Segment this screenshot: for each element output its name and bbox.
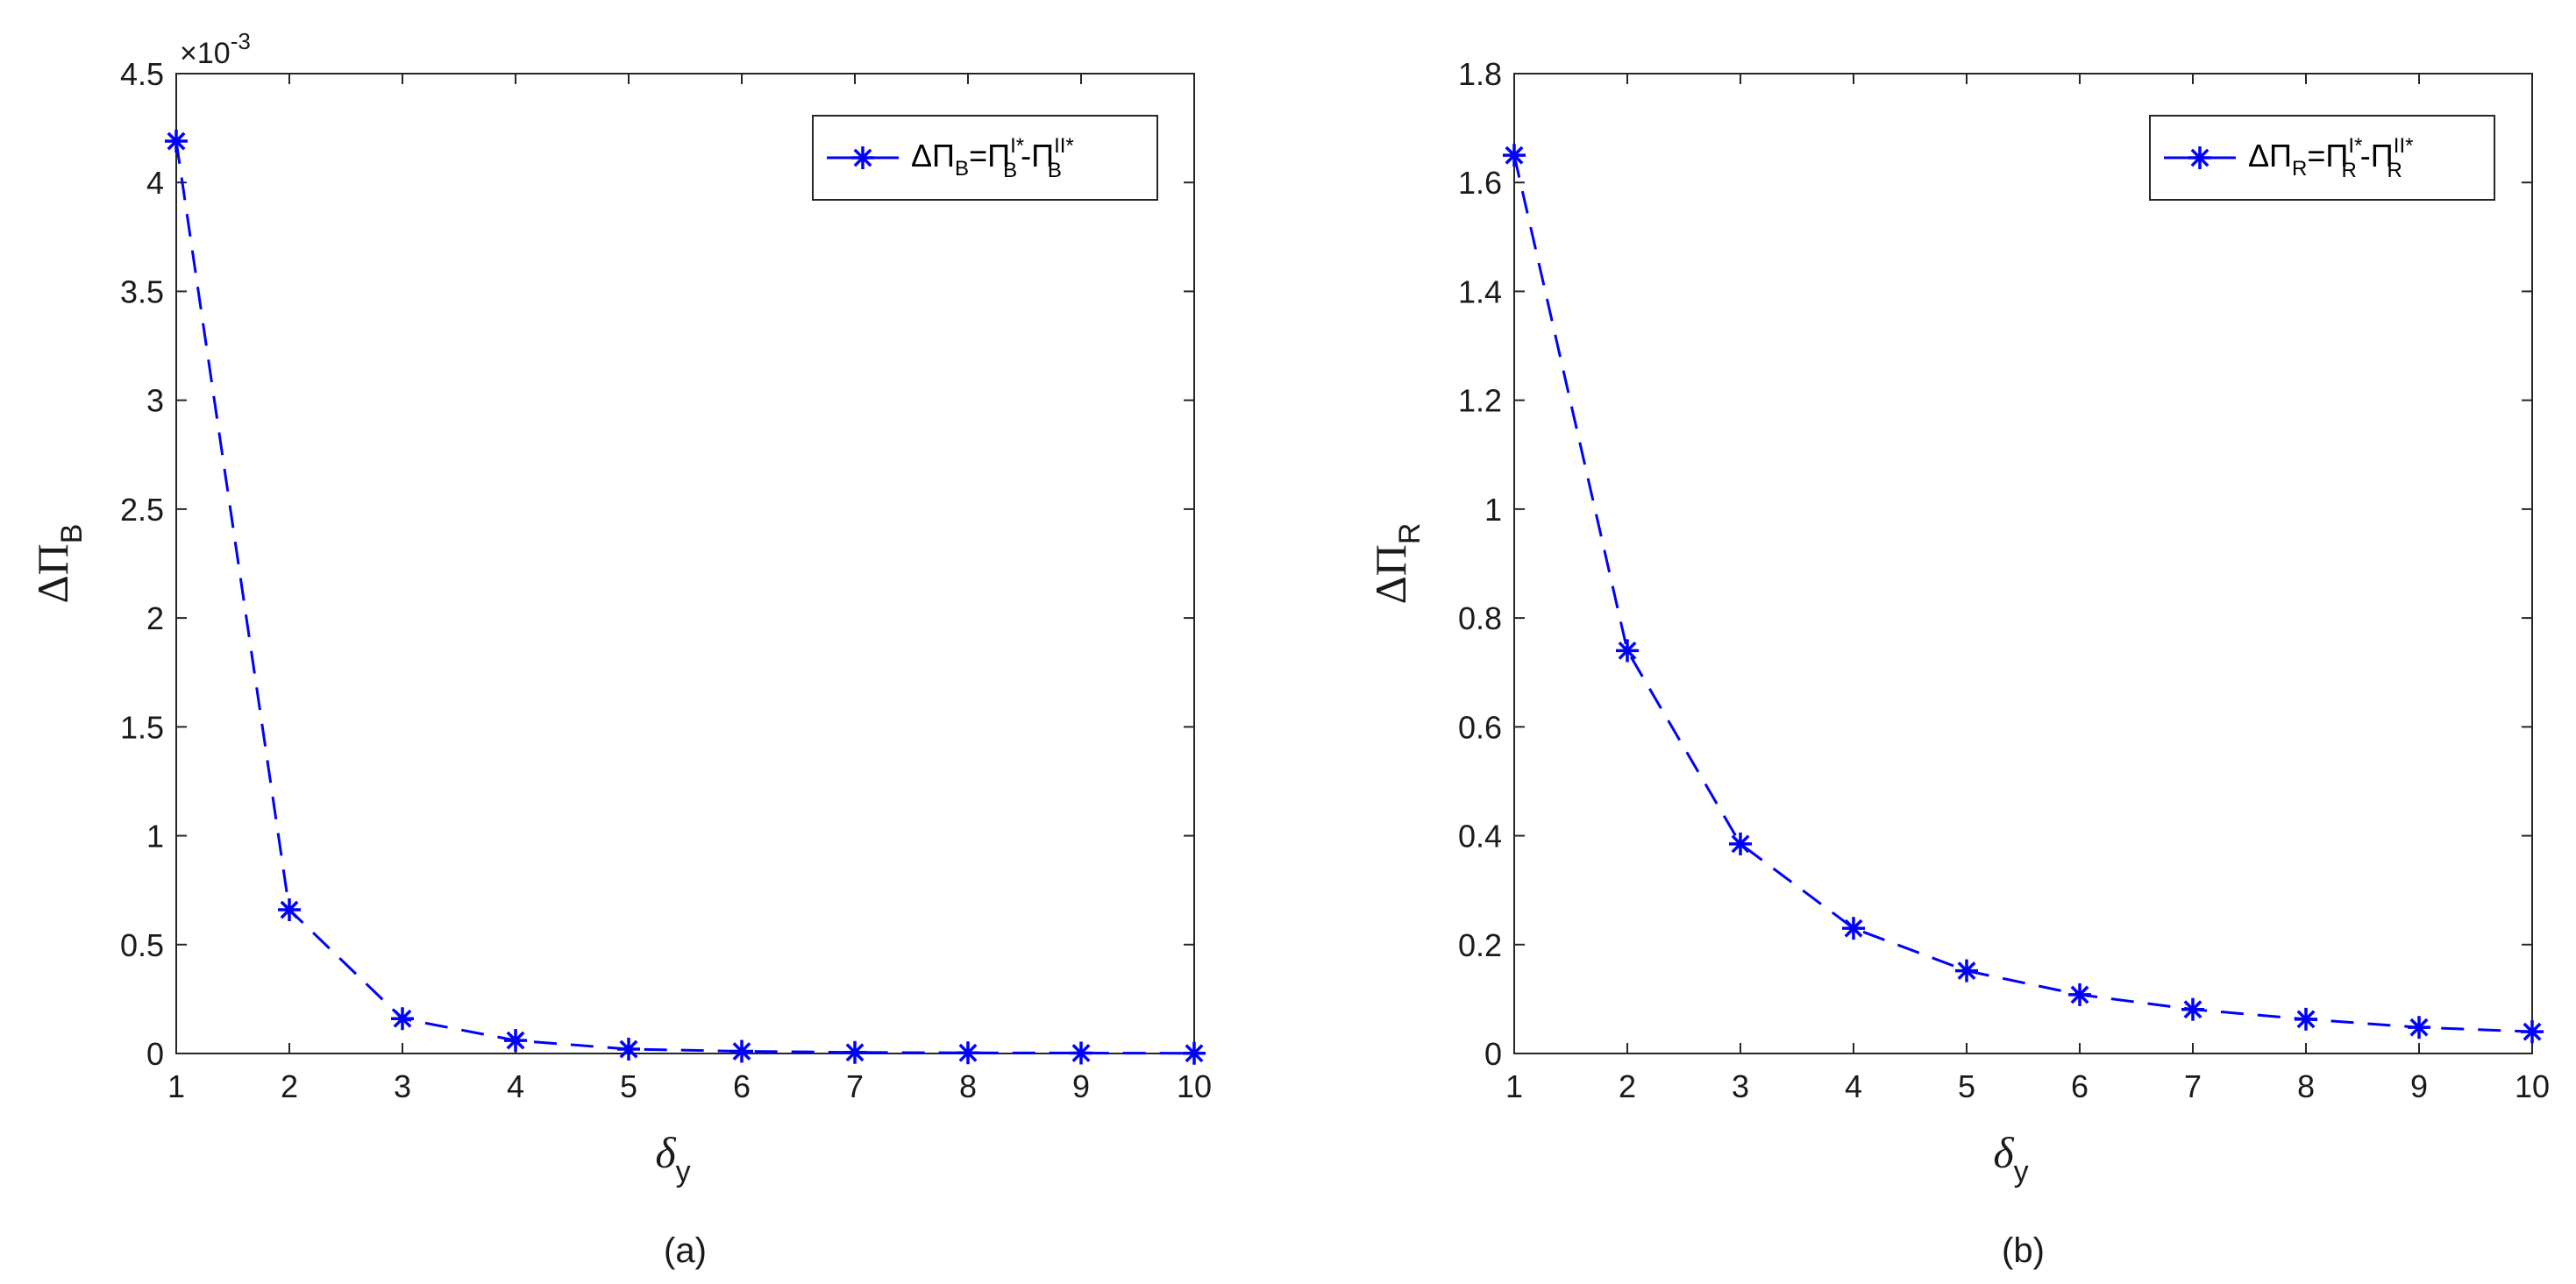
- chart-panel-a: 1 2 3 4 5 6 7 8 9 10 0 0.5 1 1.5 2 2.5 3 3.5 4 4.5 ×10-3 δy ΔΠ…: [28, 28, 1212, 1270]
- y-tick-label: 1.4: [1458, 273, 1502, 309]
- y-tick-label: 1: [146, 819, 164, 855]
- data-point: [843, 1040, 866, 1064]
- x-tick-label: 4: [1845, 1068, 1862, 1104]
- x-tick-label: 8: [2297, 1068, 2315, 1104]
- x-axis-label: δy: [655, 1128, 690, 1188]
- y-tick-label: 0.4: [1458, 819, 1502, 855]
- x-tick-label: 7: [2184, 1068, 2202, 1104]
- x-tick-label: 5: [620, 1068, 637, 1104]
- y-axis-label: ΔΠR: [1366, 523, 1427, 605]
- x-tick-label: 9: [2410, 1068, 2428, 1104]
- y-tick-label: 3: [146, 383, 164, 419]
- y-tick-label: 0.5: [120, 927, 164, 963]
- series-line: [1512, 154, 2533, 1033]
- y-tick-label: 2: [146, 600, 164, 636]
- x-tick-label: 10: [2515, 1068, 2550, 1104]
- x-tick-label: 3: [394, 1068, 411, 1104]
- y-tick-label: 3.5: [120, 273, 164, 309]
- y-axis-exponent: ×10-3: [180, 28, 251, 70]
- panel-caption: (a): [664, 1231, 707, 1270]
- plot-area-frame: [175, 73, 1195, 1054]
- chart-panel-b: 1 2 3 4 5 6 7 8 9 10 0 0.2 0.4 0.6 0.8 1 1.2 1.4 1.6 1.8 δy Δ…: [1366, 56, 2550, 1270]
- data-point: [730, 1039, 753, 1063]
- data-series: [1503, 144, 2544, 1044]
- legend-box: [812, 115, 1158, 201]
- data-point: [165, 130, 188, 153]
- y-axis-ticks: 0 0.2 0.4 0.6 0.8 1 1.2 1.4 1.6 1.8: [1458, 56, 2532, 1072]
- legend-label: ΔΠR=ΠI* R -ΠII* R: [2248, 134, 2413, 182]
- legend: ΔΠR=ΠI* R -ΠII* R: [2149, 115, 2495, 201]
- x-tick-label: 6: [2071, 1068, 2089, 1104]
- data-point: [1616, 639, 1639, 663]
- y-tick-label: 0: [1484, 1036, 1502, 1072]
- data-point: [1070, 1041, 1092, 1065]
- data-point: [1842, 917, 1865, 940]
- y-tick-label: 1.5: [120, 709, 164, 745]
- data-point: [391, 1007, 414, 1031]
- series-line: [174, 140, 1195, 1055]
- y-tick-label: 0.6: [1458, 709, 1502, 745]
- legend-marker: [2188, 146, 2211, 169]
- data-point: [1955, 959, 1978, 983]
- y-tick-label: 1.2: [1458, 383, 1502, 419]
- x-tick-label: 1: [1505, 1068, 1523, 1104]
- data-point: [2068, 983, 2091, 1006]
- y-axis-ticks: 0 0.5 1 1.5 2 2.5 3 3.5 4 4.5: [120, 56, 1194, 1072]
- x-tick-label: 5: [1958, 1068, 1975, 1104]
- y-tick-label: 2.5: [120, 492, 164, 528]
- y-tick-label: 0.8: [1458, 600, 1502, 636]
- x-tick-label: 6: [733, 1068, 751, 1104]
- y-tick-label: 0.2: [1458, 927, 1502, 963]
- y-tick-label: 1.8: [1458, 56, 1502, 92]
- y-tick-label: 4.5: [120, 56, 164, 92]
- x-axis-label: δy: [1993, 1128, 2028, 1188]
- data-point: [1183, 1041, 1206, 1065]
- x-tick-label: 10: [1177, 1068, 1212, 1104]
- x-axis-ticks: 1 2 3 4 5 6 7 8 9 10: [1505, 74, 2550, 1104]
- plot-area-frame: [1513, 73, 2533, 1054]
- x-tick-label: 1: [167, 1068, 185, 1104]
- data-point: [2408, 1016, 2430, 1039]
- data-point: [278, 898, 301, 922]
- x-tick-label: 8: [959, 1068, 977, 1104]
- x-tick-label: 7: [846, 1068, 864, 1104]
- data-point: [617, 1038, 640, 1061]
- y-axis-label: ΔΠB: [28, 524, 89, 604]
- data-point: [2295, 1007, 2317, 1031]
- y-tick-label: 1: [1484, 492, 1502, 528]
- x-tick-label: 3: [1732, 1068, 1749, 1104]
- legend-label: ΔΠB=ΠI* B -ΠII* B: [911, 134, 1074, 182]
- x-tick-label: 2: [281, 1068, 298, 1104]
- legend: ΔΠB=ΠI* B -ΠII* B: [812, 115, 1158, 201]
- data-point: [957, 1041, 979, 1065]
- data-series: [165, 130, 1206, 1065]
- data-point: [1503, 144, 1526, 167]
- x-tick-label: 9: [1072, 1068, 1090, 1104]
- data-point: [2181, 997, 2204, 1021]
- data-point: [1729, 832, 1752, 855]
- y-tick-label: 1.6: [1458, 165, 1502, 201]
- legend-marker: [851, 146, 874, 169]
- x-axis-ticks: 1 2 3 4 5 6 7 8 9 10: [167, 74, 1212, 1104]
- data-point: [504, 1029, 527, 1053]
- x-tick-label: 2: [1619, 1068, 1636, 1104]
- y-tick-label: 0: [146, 1036, 164, 1072]
- y-tick-label: 4: [146, 165, 164, 201]
- data-point: [2521, 1020, 2544, 1044]
- panel-caption: (b): [2002, 1231, 2045, 1270]
- x-tick-label: 4: [507, 1068, 524, 1104]
